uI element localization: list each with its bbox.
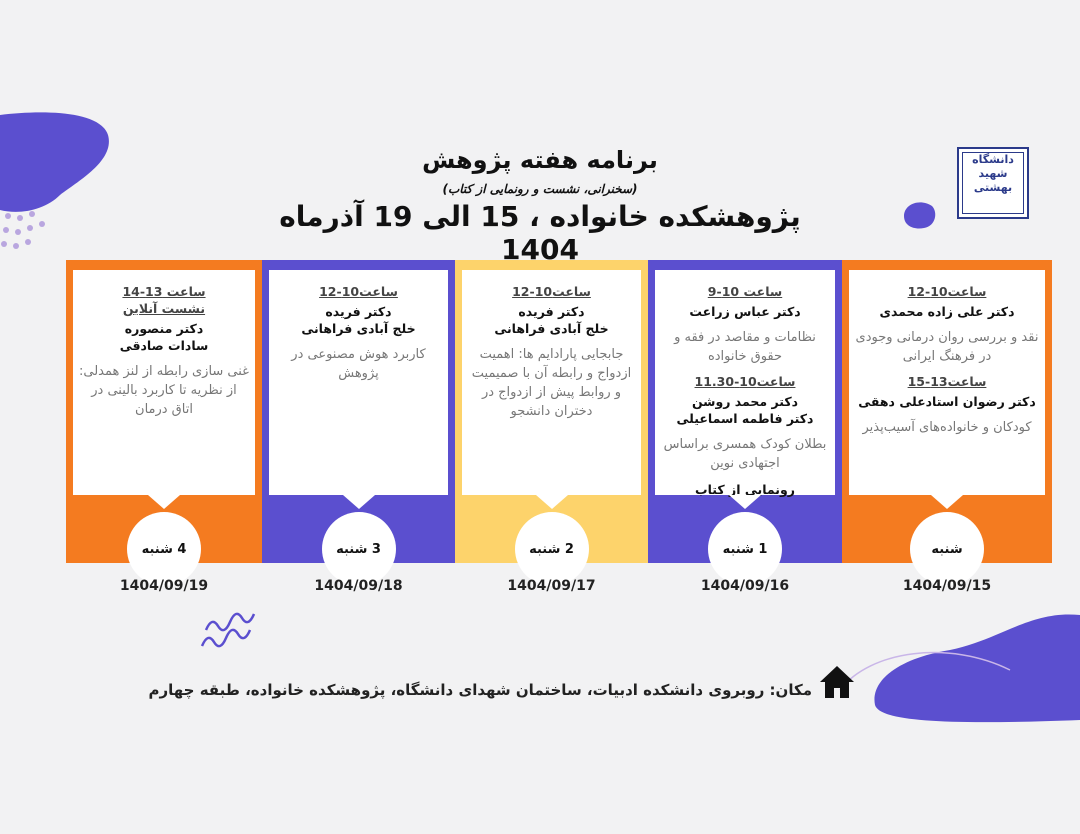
page-headline: پژوهشکده خانواده ، 15 الی 19 آذرماه 1404 xyxy=(279,200,801,266)
day-column: ساعت10-12 دکتر علی زاده محمدی نقد و بررسی … xyxy=(842,260,1052,594)
card-notch xyxy=(342,495,375,509)
speaker-line: دکتر محمد روشن xyxy=(691,394,799,409)
session-time: ساعت10-12 xyxy=(512,284,591,299)
decorative-squiggle xyxy=(200,612,256,648)
decorative-blob-top-left xyxy=(0,112,109,212)
day-date: 1404/09/16 xyxy=(700,578,790,594)
day-date: 1404/09/19 xyxy=(119,578,209,594)
day-badge: 3 شنبه xyxy=(321,512,396,586)
decorative-blob-bottom-right xyxy=(839,614,1080,723)
day-label: شنبه xyxy=(931,541,963,557)
speaker-name: دکتر منصوره سادات صادقی xyxy=(79,320,249,354)
speaker-line: دکتر فریده xyxy=(518,304,585,319)
speaker-line: دکتر رضوان استادعلی دهقی xyxy=(858,394,1036,409)
day-label: 3 شنبه xyxy=(336,541,381,557)
day-date: 1404/09/17 xyxy=(507,578,596,594)
location-text: مکان: روبروی دانشکده ادبیات، ساختمان شهد… xyxy=(148,681,812,699)
day-column: ساعت10-12 دکتر فریده خلج آبادی فراهانی کارب… xyxy=(262,260,455,594)
day-label: 1 شنبه xyxy=(722,541,768,557)
card-notch xyxy=(535,495,568,509)
session-topic: جابجایی پارادایم ها: اهمیت ازدواج و رابط… xyxy=(471,347,632,419)
speaker-name: دکتر علی زاده محمدی xyxy=(855,303,1039,320)
session-topic: نقد و بررسی روان درمانی وجودی در فرهنگ ا… xyxy=(855,330,1039,364)
page-subtitle: (سخنرانی، نشست و رونمایی از کتاب) xyxy=(442,182,638,196)
day-date: 1404/09/18 xyxy=(314,578,403,594)
session-time: ساعت10-12 xyxy=(319,284,398,299)
day-label: 2 شنبه xyxy=(529,541,574,557)
decorative-blob-small xyxy=(904,202,936,229)
book-launch: رونمایی از کتاب xyxy=(695,482,795,497)
day-column: ساعت10-12 دکتر فریده خلج آبادی فراهانی جابج… xyxy=(455,260,648,594)
session-topic: کودکان و خانواده‌های آسیب‌پذیر xyxy=(862,420,1032,435)
session-time: ساعت 10-9 xyxy=(707,284,783,299)
session-card: ساعت10-12 دکتر فریده خلج آبادی فراهانی کارب… xyxy=(269,270,448,509)
speaker-name: دکتر عباس زراعت xyxy=(661,303,829,320)
speaker-name: دکتر فریده خلج آبادی فراهانی xyxy=(468,303,635,337)
speaker-line: دکتر فریده xyxy=(325,304,392,319)
decorative-dots xyxy=(1,211,45,249)
session-topic: بطلان کودک همسری براساس اجتهادی نوین xyxy=(663,437,827,471)
day-label: 4 شنبه xyxy=(141,541,187,557)
university-logo: دانشگاه شهید بهشتی xyxy=(957,147,1029,219)
session-time: ساعت10-12 xyxy=(907,284,987,299)
session-card: ساعت10-12 دکتر فریده خلج آبادی فراهانی جابج… xyxy=(462,270,641,509)
day-badge: 4 شنبه xyxy=(127,512,201,586)
session-card: ساعت 10-9 دکتر عباس زراعت نظامات و مقاصد د… xyxy=(655,270,835,509)
page-title: برنامه هفته پژوهش xyxy=(422,146,658,174)
speaker-line: خلج آبادی فراهانی xyxy=(301,321,416,336)
card-notch xyxy=(931,495,963,509)
day-badge: 1 شنبه xyxy=(708,512,782,586)
session-time: ساعت 13-14 xyxy=(122,284,206,299)
speaker-name: دکتر محمد روشن دکتر فاطمه اسماعیلی xyxy=(661,393,829,427)
speaker-line: دکتر منصوره xyxy=(124,321,204,336)
speaker-line: دکتر عباس زراعت xyxy=(689,304,801,319)
session-topic: کاربرد هوش مصنوعی در پژوهش xyxy=(291,347,426,381)
speaker-name: دکتر رضوان استادعلی دهقی xyxy=(855,393,1039,410)
speaker-line: دکتر علی زاده محمدی xyxy=(879,304,1015,319)
day-column: ساعت 13-14 نشست آنلاین دکتر منصوره سادات صا… xyxy=(66,260,262,594)
home-icon xyxy=(820,666,854,698)
card-notch xyxy=(148,495,180,509)
session-topic: نظامات و مقاصد در فقه و حقوق خانواده xyxy=(674,330,816,364)
speaker-line: دکتر فاطمه اسماعیلی xyxy=(676,411,814,426)
day-date: 1404/09/15 xyxy=(902,578,992,594)
session-time: ساعت13-15 xyxy=(907,374,987,389)
speaker-name: دکتر فریده خلج آبادی فراهانی xyxy=(275,303,442,337)
session-topic: غنی سازی رابطه از لنز همدلی: از نظریه تا… xyxy=(79,364,249,417)
session-card: ساعت 13-14 نشست آنلاین دکتر منصوره سادات صا… xyxy=(73,270,255,509)
day-column: ساعت 10-9 دکتر عباس زراعت نظامات و مقاصد د… xyxy=(648,260,842,594)
speaker-line: خلج آبادی فراهانی xyxy=(494,321,609,336)
session-time: ساعت10-11.30 xyxy=(694,374,796,389)
session-note: نشست آنلاین xyxy=(122,301,206,316)
card-notch xyxy=(729,495,761,509)
session-card: ساعت10-12 دکتر علی زاده محمدی نقد و بررسی … xyxy=(849,270,1045,509)
day-badge: شنبه xyxy=(910,512,984,586)
speaker-line: سادات صادقی xyxy=(119,338,209,353)
day-badge: 2 شنبه xyxy=(514,512,589,586)
